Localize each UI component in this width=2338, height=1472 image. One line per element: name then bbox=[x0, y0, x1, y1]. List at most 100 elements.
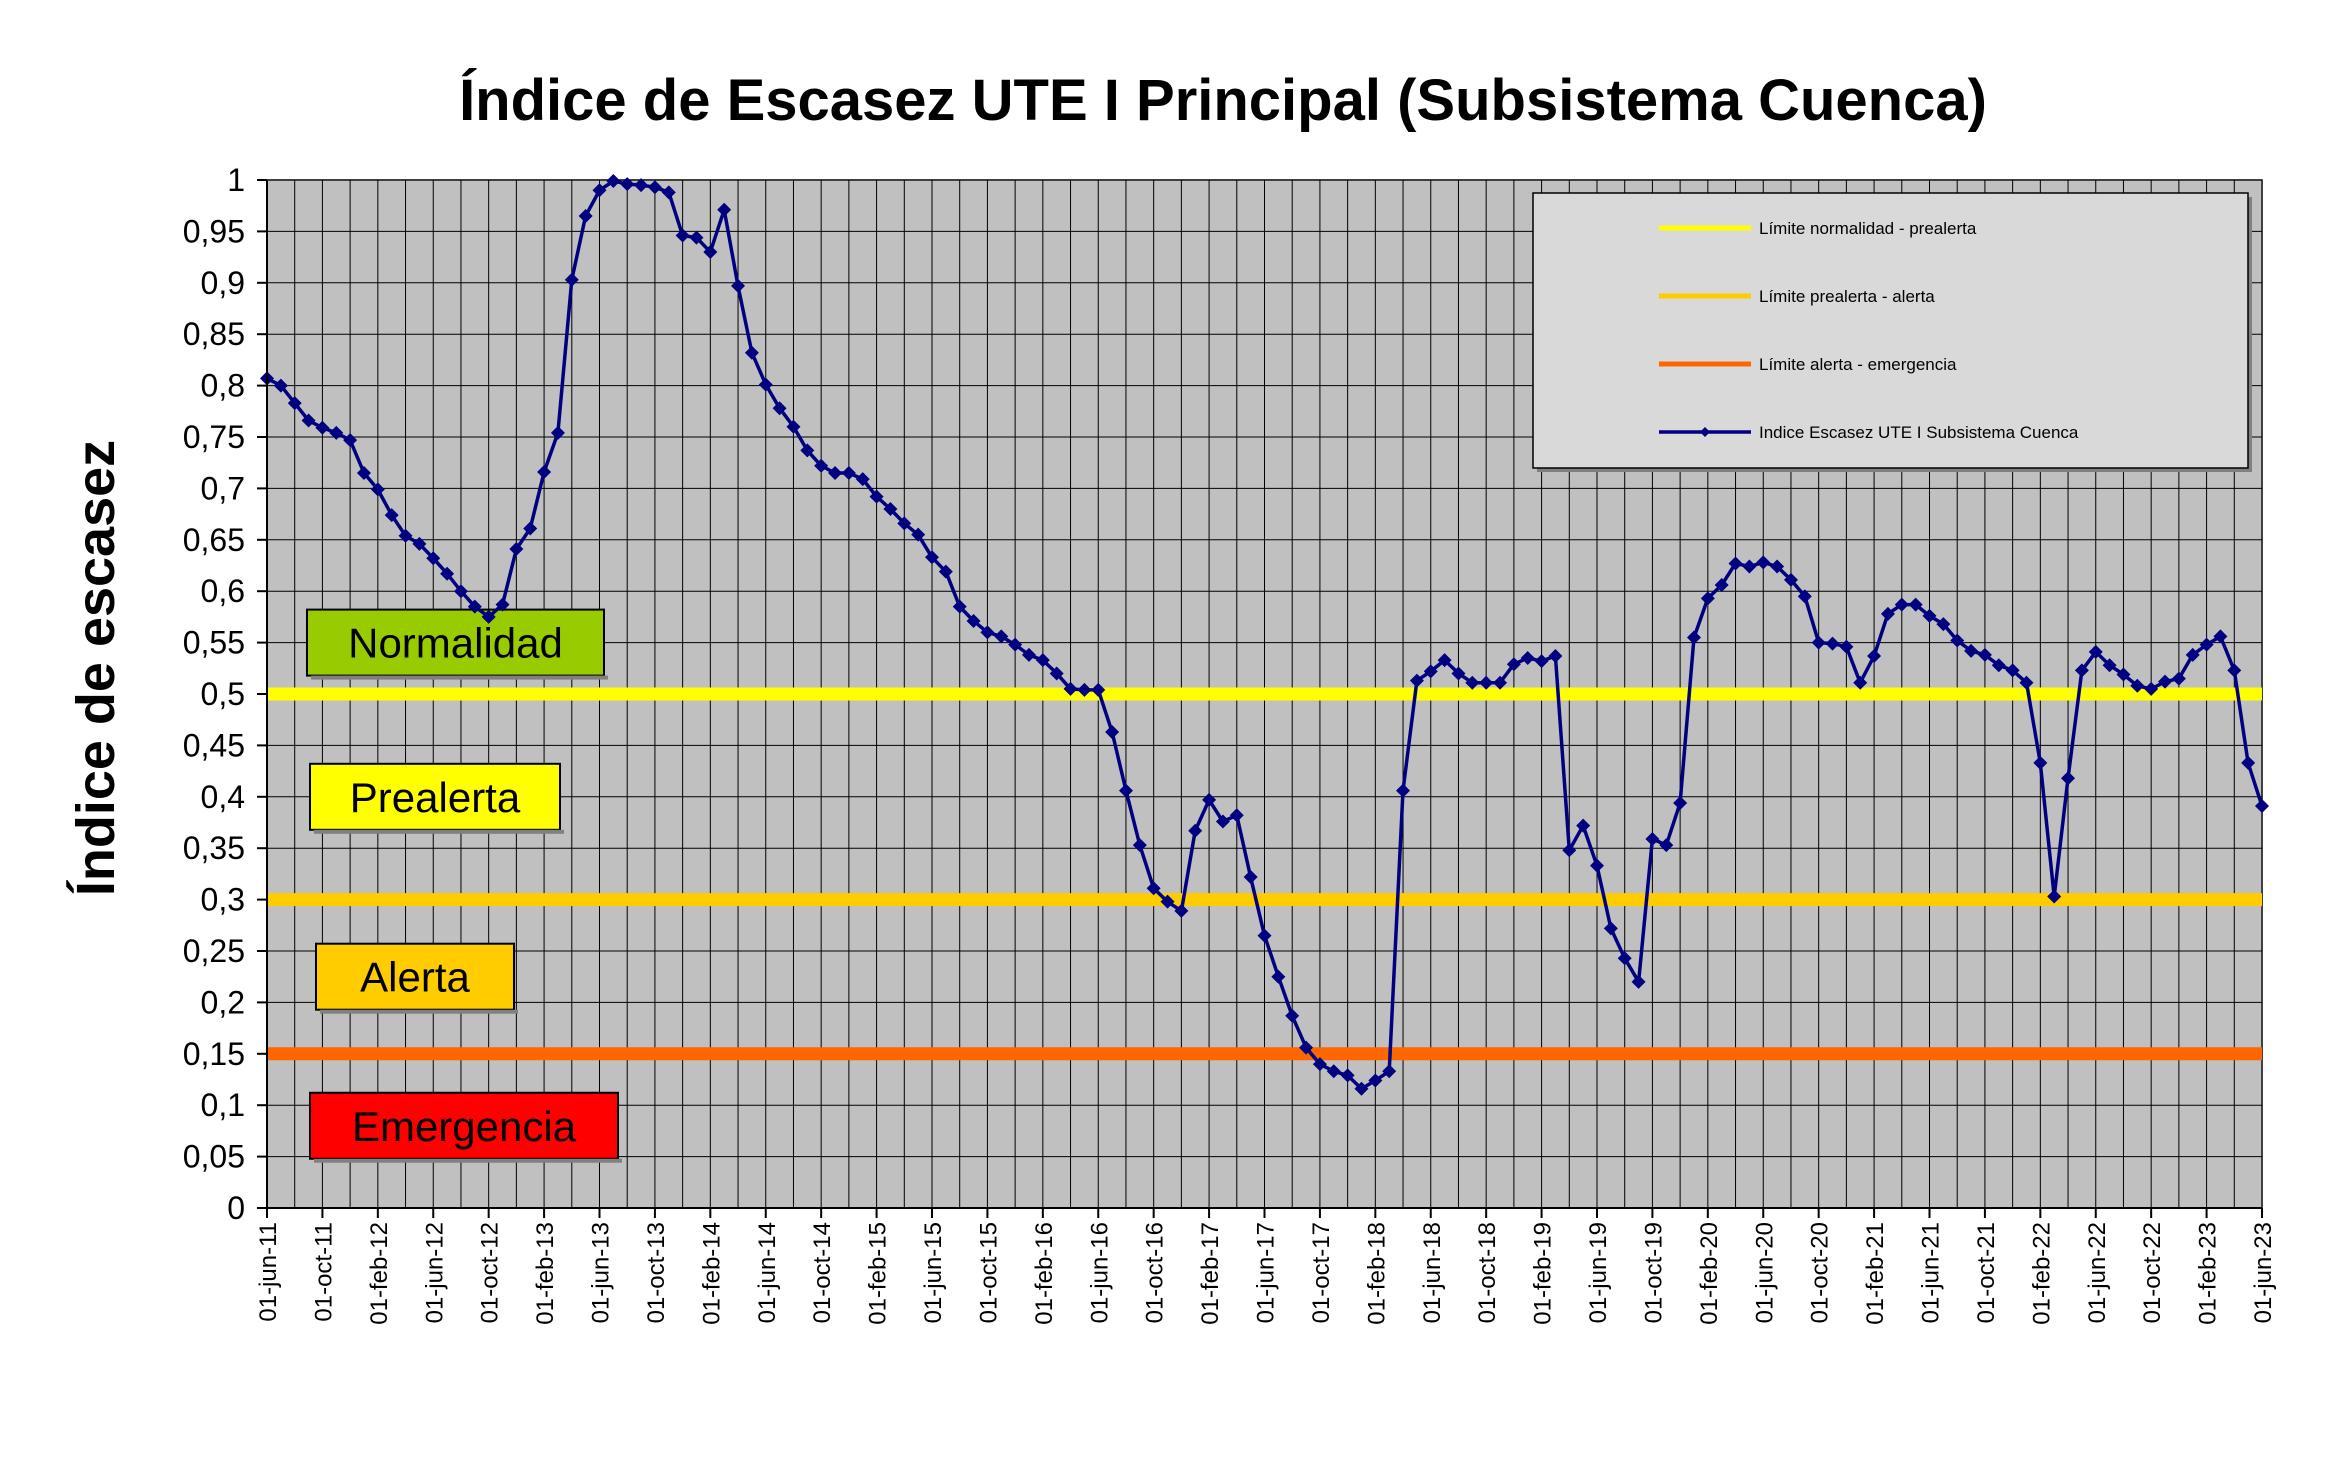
x-tick-label: 01-oct-14 bbox=[809, 1222, 836, 1323]
x-tick-label: 01-jun-18 bbox=[1419, 1222, 1446, 1323]
data-point bbox=[2227, 663, 2242, 678]
data-point bbox=[287, 396, 302, 411]
data-point bbox=[717, 202, 732, 217]
data-point bbox=[1451, 666, 1466, 681]
zone-box-shadow bbox=[314, 829, 564, 834]
data-point bbox=[1908, 597, 1923, 612]
x-tick-label: 01-feb-19 bbox=[1530, 1222, 1557, 1325]
y-tick-label: 0,15 bbox=[183, 1036, 245, 1072]
legend-entry-label: Límite normalidad - prealerta bbox=[1759, 219, 1977, 238]
y-tick-label: 0,05 bbox=[183, 1139, 245, 1175]
data-point bbox=[1783, 572, 1798, 587]
data-point bbox=[2171, 671, 2186, 686]
data-point bbox=[481, 609, 496, 624]
data-point bbox=[2005, 663, 2020, 678]
data-point bbox=[2158, 674, 2173, 689]
data-point bbox=[2033, 755, 2048, 770]
data-point bbox=[1021, 647, 1036, 662]
legend-marker bbox=[1700, 427, 1710, 437]
x-tick-label: 01-jun-14 bbox=[754, 1222, 781, 1323]
data-point bbox=[661, 185, 676, 200]
data-point bbox=[1312, 1057, 1327, 1072]
data-point bbox=[1465, 675, 1480, 690]
data-point bbox=[273, 378, 288, 393]
y-tick-label: 0,65 bbox=[183, 522, 245, 558]
data-point bbox=[1077, 682, 1092, 697]
data-point bbox=[440, 566, 455, 581]
data-point bbox=[869, 489, 884, 504]
data-point bbox=[966, 614, 981, 629]
legend-entry-label: Límite prealerta - alerta bbox=[1759, 287, 1935, 306]
data-point bbox=[938, 564, 953, 579]
zone-box bbox=[306, 608, 605, 677]
zone-label-emergencia: Emergencia bbox=[309, 1091, 622, 1163]
data-point bbox=[1770, 559, 1785, 574]
data-point bbox=[1617, 951, 1632, 966]
data-point bbox=[550, 425, 565, 440]
x-tick-label: 01-jun-16 bbox=[1086, 1222, 1113, 1323]
data-point bbox=[1562, 843, 1577, 858]
x-tick-label: 01-feb-16 bbox=[1031, 1222, 1058, 1325]
data-point bbox=[453, 584, 468, 599]
data-point bbox=[1964, 643, 1979, 658]
x-tick-label: 01-feb-13 bbox=[532, 1222, 559, 1325]
data-point bbox=[1756, 555, 1771, 570]
x-tick-label: 01-jun-11 bbox=[255, 1222, 282, 1322]
data-point bbox=[1035, 653, 1050, 668]
data-point bbox=[1493, 675, 1508, 690]
data-point bbox=[731, 278, 746, 293]
x-tick-label: 01-feb-15 bbox=[865, 1222, 892, 1325]
data-point bbox=[1922, 608, 1937, 623]
y-tick-label: 0,85 bbox=[183, 316, 245, 352]
data-point bbox=[578, 208, 593, 223]
data-point bbox=[1811, 635, 1826, 650]
data-point bbox=[689, 230, 704, 245]
data-point bbox=[1257, 928, 1272, 943]
data-point bbox=[564, 272, 579, 287]
y-tick-label: 1 bbox=[227, 162, 245, 198]
data-point bbox=[1880, 606, 1895, 621]
y-tick-label: 0,9 bbox=[201, 265, 245, 301]
zone-label-prealerta: Prealerta bbox=[309, 762, 564, 834]
x-tick-label: 01-feb-21 bbox=[1862, 1222, 1889, 1325]
data-point bbox=[1603, 921, 1618, 936]
y-tick-label: 0,25 bbox=[183, 933, 245, 969]
data-point bbox=[509, 542, 524, 557]
zone-label-text: Alerta bbox=[360, 954, 470, 1001]
data-point bbox=[814, 458, 829, 473]
data-point bbox=[398, 528, 413, 543]
data-point bbox=[384, 508, 399, 523]
data-point bbox=[897, 516, 912, 531]
data-point bbox=[1548, 648, 1563, 663]
data-point bbox=[911, 527, 926, 542]
data-point bbox=[744, 345, 759, 360]
data-point bbox=[1368, 1073, 1383, 1088]
data-point bbox=[1091, 682, 1106, 697]
data-point bbox=[1437, 653, 1452, 668]
y-tick-label: 0,95 bbox=[183, 213, 245, 249]
data-point bbox=[1132, 838, 1147, 853]
series-layer bbox=[260, 174, 2269, 1096]
zone-label-text: Normalidad bbox=[348, 620, 563, 667]
data-point bbox=[1506, 657, 1521, 672]
x-tick-label: 01-oct-16 bbox=[1142, 1222, 1169, 1323]
y-tick-label: 0,45 bbox=[183, 727, 245, 763]
data-point bbox=[1160, 894, 1175, 909]
y-tick-label: 0,2 bbox=[201, 984, 245, 1020]
data-point bbox=[1728, 556, 1743, 571]
data-point bbox=[2088, 644, 2103, 659]
data-point bbox=[1423, 664, 1438, 679]
data-point bbox=[952, 599, 967, 614]
x-tick-label: 01-jun-19 bbox=[1585, 1222, 1612, 1323]
x-tick-label: 01-feb-17 bbox=[1197, 1222, 1224, 1325]
y-tick-label: 0,7 bbox=[201, 470, 245, 506]
x-tick-label: 01-feb-12 bbox=[366, 1222, 393, 1325]
data-point bbox=[1146, 881, 1161, 896]
data-point bbox=[1229, 808, 1244, 823]
data-point bbox=[356, 465, 371, 480]
data-point bbox=[883, 501, 898, 516]
data-point bbox=[675, 228, 690, 243]
data-point bbox=[1285, 1008, 1300, 1023]
data-point bbox=[620, 177, 635, 192]
